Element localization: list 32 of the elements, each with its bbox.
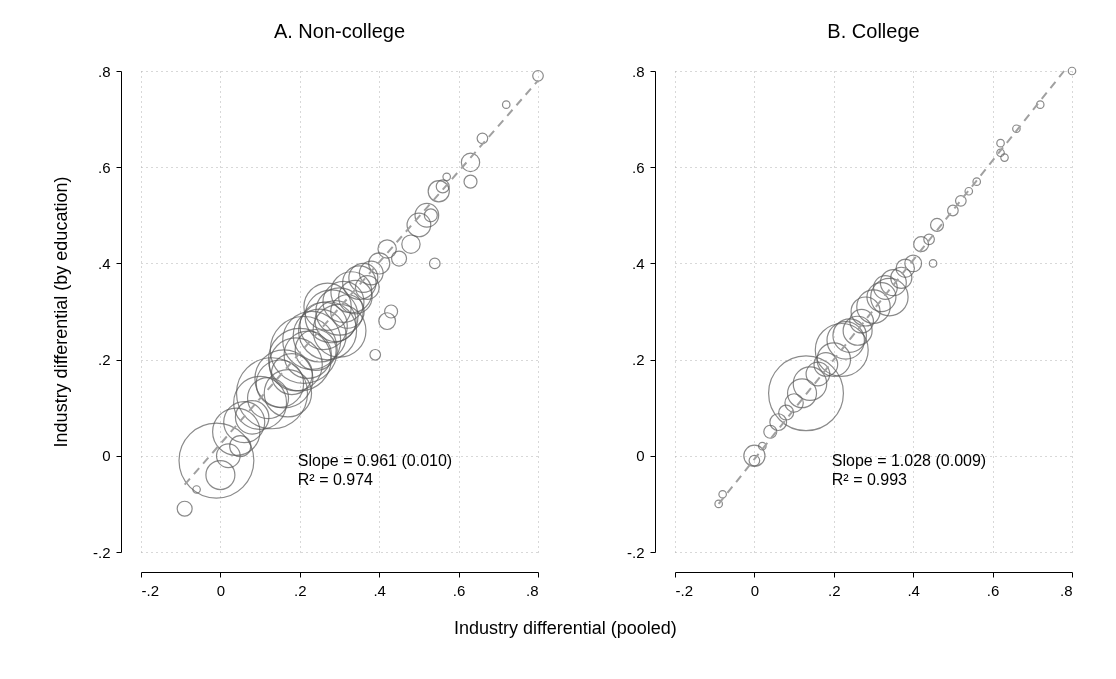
chart-title: B. College <box>827 20 920 42</box>
x-tick-label: .2 <box>294 581 307 599</box>
x-tick-label: -.2 <box>675 581 694 599</box>
y-tick-label: -.2 <box>92 543 111 561</box>
y-tick-label: 0 <box>102 447 111 465</box>
annotation: Slope = 1.028 (0.009) <box>831 451 987 469</box>
x-tick-label: .2 <box>828 581 841 599</box>
x-tick-label: -.2 <box>141 581 160 599</box>
x-tick-label: 0 <box>216 581 226 599</box>
y-tick-label: 0 <box>636 447 645 465</box>
y-axis-title: Industry differential (by education) <box>51 176 71 448</box>
x-tick-label: .4 <box>907 581 920 599</box>
x-tick-label: .4 <box>373 581 386 599</box>
x-axis-title: Industry differential (pooled) <box>453 618 677 638</box>
y-tick-label: .8 <box>631 62 645 80</box>
y-tick-label: .2 <box>631 351 645 369</box>
y-tick-label: .6 <box>631 158 645 176</box>
y-tick-label: .6 <box>97 158 111 176</box>
y-tick-label: .8 <box>97 62 111 80</box>
y-tick-label: .4 <box>97 254 111 272</box>
x-tick-label: .8 <box>525 581 539 599</box>
annotation: R² = 0.974 <box>297 470 374 488</box>
annotation: Slope = 0.961 (0.010) <box>297 451 453 469</box>
x-tick-label: .6 <box>986 581 1000 599</box>
x-tick-label: 0 <box>750 581 760 599</box>
y-tick-label: .4 <box>631 254 645 272</box>
chart-title: A. Non-college <box>273 20 406 42</box>
annotation: R² = 0.993 <box>831 470 908 488</box>
y-tick-label: -.2 <box>626 543 645 561</box>
x-tick-label: .6 <box>452 581 466 599</box>
x-tick-label: .8 <box>1059 581 1073 599</box>
y-tick-label: .2 <box>97 351 111 369</box>
